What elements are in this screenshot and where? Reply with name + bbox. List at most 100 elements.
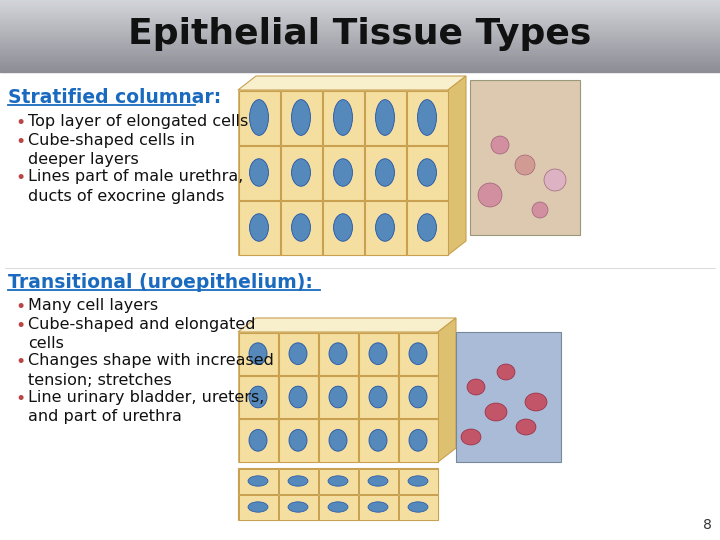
Ellipse shape [250,214,269,241]
Ellipse shape [250,99,269,136]
Ellipse shape [497,364,515,380]
Bar [0,38,720,41]
Bar [238,376,277,418]
Ellipse shape [409,343,427,364]
Ellipse shape [525,393,547,411]
Ellipse shape [418,99,436,136]
Bar [281,200,322,254]
Ellipse shape [418,159,436,186]
Bar [0,46,720,48]
Bar [238,495,277,519]
Bar [318,376,358,418]
Bar [0,28,720,30]
Text: •: • [15,317,25,335]
Text: Cube-shaped cells in
deeper layers: Cube-shaped cells in deeper layers [28,133,195,167]
Bar [0,59,720,61]
Ellipse shape [249,429,267,451]
Ellipse shape [368,502,388,512]
Text: Changes shape with increased
tension; stretches: Changes shape with increased tension; st… [28,354,274,388]
Ellipse shape [376,159,395,186]
Bar [318,419,358,462]
Ellipse shape [408,502,428,512]
Bar [0,35,720,37]
Bar [407,91,448,145]
Bar [0,48,720,50]
Polygon shape [238,318,456,332]
Bar [0,57,720,59]
Ellipse shape [409,429,427,451]
Ellipse shape [289,343,307,364]
Ellipse shape [250,159,269,186]
Bar [359,495,397,519]
Bar [0,51,720,53]
Polygon shape [438,318,456,462]
Bar [0,37,720,39]
Bar [0,24,720,26]
Ellipse shape [328,476,348,486]
Bar [0,62,720,64]
Bar [0,58,720,60]
Ellipse shape [333,214,353,241]
Bar [323,145,364,199]
Polygon shape [448,76,466,255]
Bar [0,54,720,56]
Text: •: • [15,133,25,151]
Ellipse shape [485,403,507,421]
Ellipse shape [248,476,268,486]
Bar [0,41,720,43]
Bar [398,495,438,519]
Bar [0,0,720,1]
Ellipse shape [328,502,348,512]
Bar [0,16,720,18]
Text: Transitional (uroepithelium):: Transitional (uroepithelium): [8,273,313,292]
Ellipse shape [292,99,310,136]
Bar [0,10,720,12]
Bar [279,333,318,375]
Bar [0,70,720,72]
Text: Top layer of elongated cells: Top layer of elongated cells [28,114,248,129]
Bar [364,91,405,145]
Bar [407,145,448,199]
Bar [0,21,720,23]
Ellipse shape [288,476,308,486]
Bar [238,200,279,254]
Bar [0,36,720,38]
Bar [0,40,720,42]
Bar [0,53,720,55]
Ellipse shape [532,202,548,218]
Ellipse shape [478,183,502,207]
Text: Many cell layers: Many cell layers [28,298,158,313]
Bar [398,419,438,462]
Text: •: • [15,114,25,132]
Bar [359,469,397,494]
Bar [407,200,448,254]
Bar [0,3,720,5]
Bar [318,469,358,494]
Bar [238,145,279,199]
Bar [359,376,397,418]
Ellipse shape [329,429,347,451]
Text: 8: 8 [703,518,712,532]
Bar [0,63,720,65]
Polygon shape [238,76,466,90]
Text: Stratified columnar:: Stratified columnar: [8,88,221,107]
Ellipse shape [329,343,347,364]
Bar [0,49,720,52]
Bar [323,91,364,145]
Bar [0,12,720,15]
Bar [0,43,720,45]
Bar [0,31,720,33]
Bar [0,25,720,28]
Bar [238,469,277,494]
Bar [323,200,364,254]
Ellipse shape [544,169,566,191]
Text: •: • [15,298,25,316]
Text: •: • [15,170,25,187]
Bar [0,68,720,70]
Ellipse shape [333,99,353,136]
Bar [238,468,438,520]
Bar [0,0,720,2]
Bar [0,69,720,71]
Bar [279,376,318,418]
Text: Lines part of male urethra,
ducts of exocrine glands: Lines part of male urethra, ducts of exo… [28,170,243,204]
